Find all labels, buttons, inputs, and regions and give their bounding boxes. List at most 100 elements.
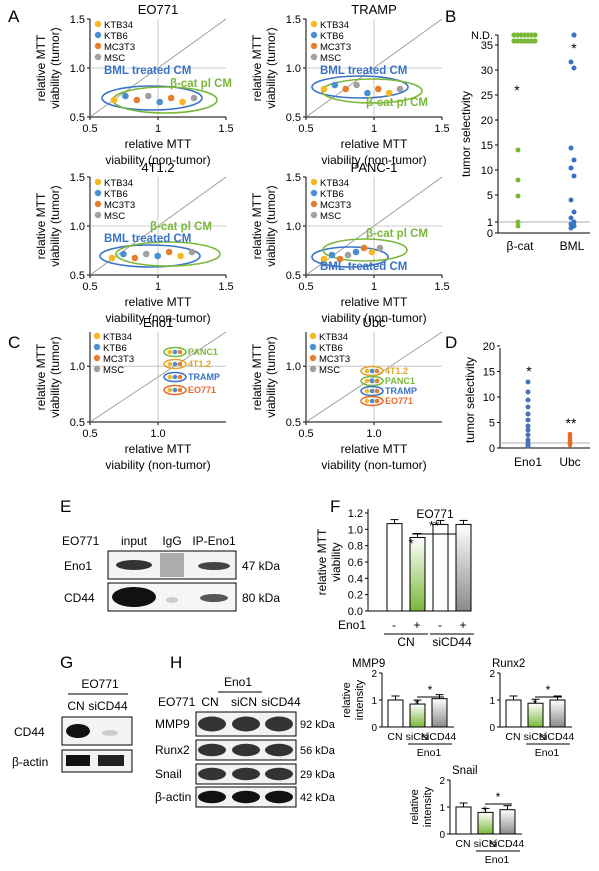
bar: [499, 809, 516, 835]
data-point: [567, 442, 573, 448]
x-tick-label: 0.5: [298, 428, 313, 440]
x-axis-label: relative MTT: [125, 137, 192, 151]
legend-marker: [310, 42, 318, 50]
bcat-cm-label: β-cat pl CM: [366, 97, 428, 109]
data-point: [364, 388, 370, 394]
y-tick-label: 0: [371, 723, 377, 734]
cell-line-label: PANC1: [188, 347, 218, 357]
data-point: [525, 423, 531, 429]
y-tick-label: 15: [483, 367, 495, 379]
legend-label: KTB34: [103, 332, 132, 343]
legend-marker: [94, 53, 102, 61]
y-tick-label: 1.5: [70, 172, 85, 184]
x-tick-label: 1: [371, 281, 377, 293]
panel-letter-a: A: [8, 7, 20, 26]
legend-marker: [310, 189, 318, 197]
data-point: [172, 349, 178, 355]
lane-label: siCD44: [88, 699, 128, 713]
y-tick-label: 1.0: [286, 361, 301, 373]
x-tick-label: Eno1: [514, 455, 542, 469]
panel-letter-b: B: [445, 7, 456, 26]
bar: [431, 698, 448, 728]
lane-label: input: [121, 534, 148, 548]
x-tick-label: 1.5: [434, 123, 449, 135]
bml-cm-label: BML treated CM: [320, 261, 407, 273]
x-axis-label: relative MTT: [125, 442, 192, 456]
y-axis-label: viability (tumor): [48, 336, 62, 417]
data-point: [385, 89, 393, 97]
lane-label: siCD44: [261, 695, 301, 709]
lane-label: CN: [67, 699, 84, 713]
data-point: [120, 250, 127, 258]
x-tick-label: BML: [560, 239, 585, 253]
x-tick-label: 0.5: [82, 123, 97, 135]
sign-label: -: [438, 618, 442, 632]
data-point: [177, 349, 183, 355]
legend-label: MSC: [104, 53, 125, 64]
data-point: [352, 248, 360, 256]
panel-letter-c: C: [8, 333, 20, 352]
data-point: [369, 388, 375, 394]
data-point: [525, 443, 531, 449]
bar: [387, 699, 404, 728]
blot-band: [116, 560, 152, 570]
blot-band: [198, 716, 226, 732]
sign-label: +: [413, 618, 420, 632]
data-point: [515, 223, 521, 229]
blot-row-label: β-actin: [155, 790, 191, 804]
bar: [432, 523, 449, 612]
x-tick-label: siCN: [524, 731, 547, 743]
data-point: [142, 250, 150, 258]
significance-star: **: [429, 518, 439, 533]
blot-band: [198, 767, 226, 781]
x-axis-label: relative MTT: [341, 137, 408, 151]
y-tick-label: 15: [481, 140, 493, 152]
data-point: [167, 387, 173, 393]
bcat-cm-label: β-cat pl CM: [150, 221, 212, 233]
x-tick-label: 1.5: [218, 281, 233, 293]
y-tick-label: 1.2: [348, 508, 363, 520]
y-tick-label: 5: [487, 190, 493, 202]
plot-title: MMP9: [352, 658, 385, 670]
plot-title: Ubc: [362, 315, 386, 330]
eno1-label: Eno1: [224, 675, 252, 689]
legend-marker: [310, 31, 318, 39]
panel-letter-e: E: [60, 497, 71, 516]
legend-marker: [94, 20, 102, 28]
significance-star: *: [483, 804, 488, 818]
data-point: [571, 157, 577, 163]
y-tick-label: 1.0: [286, 63, 301, 75]
bcat-cm-label: β-cat pl CM: [170, 78, 232, 90]
y-tick-label: 0.5: [286, 417, 301, 429]
y-tick-label: N.D.: [471, 30, 493, 42]
legend-marker: [310, 20, 318, 28]
data-point: [108, 254, 116, 262]
cell-line-label: EO771: [385, 396, 413, 406]
legend-label: MC3T3: [104, 42, 135, 53]
x-axis-label: viability (non-tumor): [321, 311, 426, 325]
x-tick-label: 1.5: [218, 123, 233, 135]
y-tick-label: 2: [489, 669, 495, 680]
x-tick-label: 1: [371, 123, 377, 135]
legend-label: KTB6: [320, 189, 344, 200]
blot-band: [66, 755, 90, 766]
legend-marker: [94, 200, 102, 208]
data-point: [328, 251, 336, 259]
data-point: [374, 378, 380, 384]
eno1-label: Eno1: [535, 747, 560, 759]
cell-line-label: EO771: [62, 534, 100, 548]
data-point: [172, 361, 178, 367]
y-tick-label: 1.5: [286, 172, 301, 184]
panel-letter-h: H: [170, 653, 182, 672]
data-point: [571, 32, 577, 38]
group-ellipse: [360, 385, 384, 397]
panel-letter-d: D: [445, 333, 457, 352]
y-tick-label: 1.5: [70, 14, 85, 26]
plot-title: Eno1: [143, 315, 173, 330]
y-tick-label: 0.5: [286, 112, 301, 124]
legend-marker: [310, 200, 318, 208]
y-axis-label: viability (tumor): [264, 336, 278, 417]
data-point: [353, 81, 360, 89]
group-ellipse: [163, 346, 187, 358]
significance-star: *: [408, 536, 413, 551]
